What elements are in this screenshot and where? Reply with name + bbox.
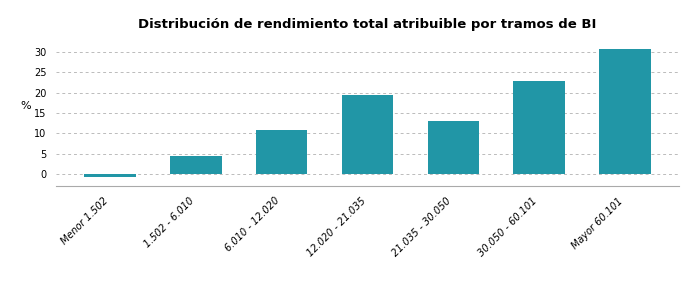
Bar xyxy=(84,174,136,177)
Bar xyxy=(170,156,222,174)
Title: Distribución de rendimiento total atribuible por tramos de BI: Distribución de rendimiento total atribu… xyxy=(139,18,596,31)
Bar xyxy=(256,130,307,174)
Y-axis label: %: % xyxy=(20,101,31,111)
Bar xyxy=(428,121,479,174)
Bar xyxy=(513,81,565,174)
Bar xyxy=(599,49,651,174)
Bar xyxy=(342,95,393,174)
